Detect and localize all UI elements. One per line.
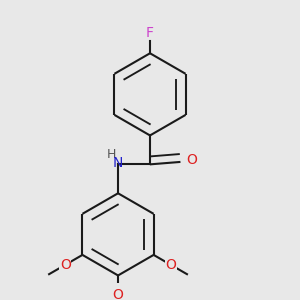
Text: O: O: [186, 153, 197, 167]
Text: F: F: [146, 26, 154, 40]
Text: O: O: [60, 258, 71, 272]
Text: N: N: [113, 156, 123, 170]
Text: H: H: [107, 148, 116, 161]
Text: O: O: [165, 258, 176, 272]
Text: O: O: [112, 288, 124, 300]
